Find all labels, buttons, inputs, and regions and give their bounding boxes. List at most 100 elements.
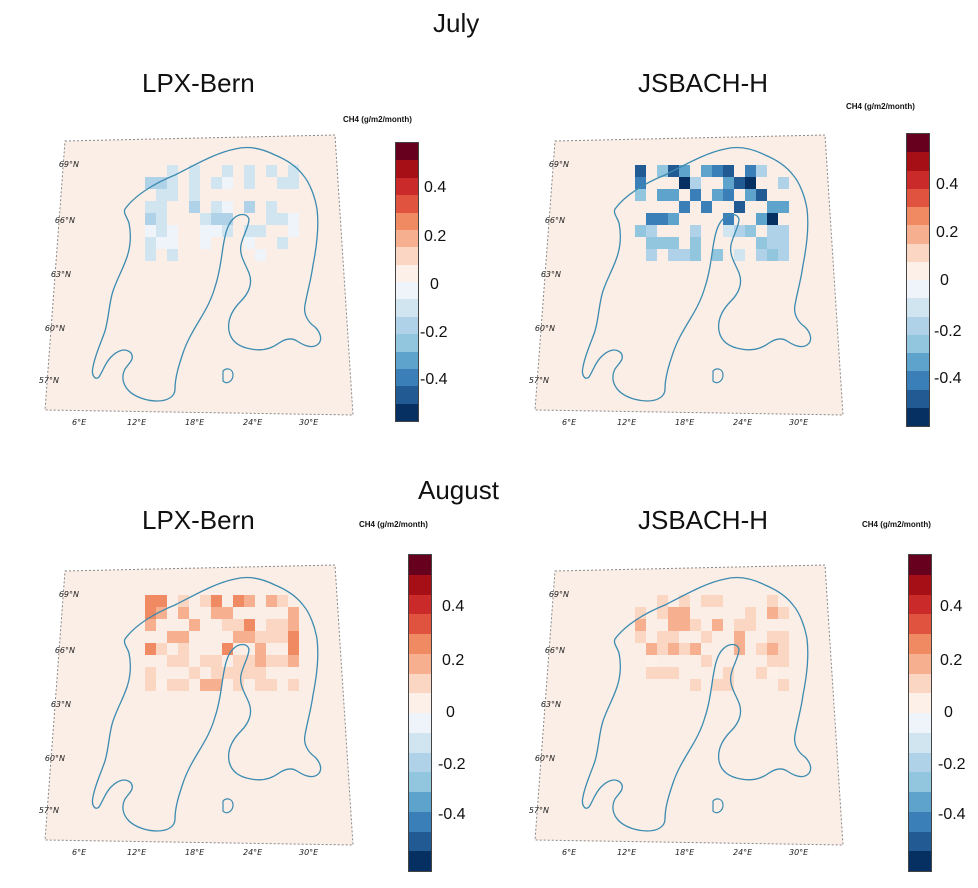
anomaly-cell	[657, 165, 668, 177]
anomaly-cell	[145, 595, 156, 607]
anomaly-cell	[778, 177, 789, 189]
anomaly-cell	[690, 249, 701, 261]
panel-title-july-lpx: LPX-Bern	[142, 68, 255, 98]
anomaly-cell	[189, 165, 200, 177]
anomaly-cell	[277, 631, 288, 643]
colorbar-segment	[907, 170, 929, 189]
anomaly-cell	[222, 607, 233, 619]
colorbar-segment	[409, 732, 431, 753]
colorbar-segment	[396, 368, 418, 387]
colorbar-segment	[409, 614, 431, 634]
latitude-label: 66°N	[55, 216, 75, 225]
anomaly-cell	[266, 213, 277, 225]
anomaly-cell	[756, 165, 767, 177]
colorbar-segment	[907, 371, 929, 390]
colorbar-segment	[396, 143, 418, 161]
anomaly-cell	[679, 177, 690, 189]
anomaly-cell	[723, 667, 734, 679]
anomaly-cell	[778, 655, 789, 667]
latitude-label: 63°N	[541, 700, 561, 709]
colorbar-segment	[409, 752, 431, 773]
anomaly-cell	[244, 667, 255, 679]
anomaly-cell	[255, 643, 266, 655]
latitude-label: 66°N	[55, 646, 75, 655]
anomaly-cell	[222, 643, 233, 655]
anomaly-cell	[255, 667, 266, 679]
anomaly-cell	[778, 643, 789, 655]
colorbar-segment	[396, 212, 418, 230]
anomaly-cell	[145, 679, 156, 691]
colorbar-units-august-jsbach: CH4 (g/m2/month)	[862, 520, 931, 529]
anomaly-cell	[767, 607, 778, 619]
anomaly-cell	[767, 249, 778, 261]
latitude-label: 63°N	[541, 270, 561, 279]
anomaly-cell	[646, 655, 657, 667]
anomaly-cell	[767, 655, 778, 667]
longitude-label: 6°E	[72, 418, 87, 427]
colorbar-segment	[907, 134, 929, 153]
map-august-jsbach: 69°N 66°N 63°N 60°N 57°N 6°E 12°E 18°E 24°E 30°E	[529, 564, 844, 857]
coastline	[91, 576, 322, 832]
anomaly-cell	[156, 643, 167, 655]
anomaly-cell	[635, 165, 646, 177]
tick-label: 0.4	[442, 598, 465, 615]
colorbar-segment	[409, 851, 431, 871]
colorbar-segment	[396, 229, 418, 248]
panel-title-july-jsbach: JSBACH-H	[638, 68, 769, 98]
coastline	[581, 576, 812, 832]
colorbar-july-jsbach	[906, 133, 930, 427]
anomaly-cell	[756, 189, 767, 201]
tick-label: -0.4	[420, 371, 448, 388]
anomaly-cell	[244, 225, 255, 237]
anomaly-cell	[189, 667, 200, 679]
colorbar-units-july-lpx: CH4 (g/m2/month)	[343, 115, 412, 124]
colorbar-segment	[396, 299, 418, 317]
latitude-label: 60°N	[535, 754, 555, 763]
anomaly-cell	[712, 189, 723, 201]
anomaly-cell	[145, 643, 156, 655]
anomaly-cell	[277, 595, 288, 607]
tick-label: -0.2	[934, 323, 962, 340]
map-july-lpx: 69°N 66°N 63°N 60°N 57°N 6°E 12°E 18°E 24°E 30°E	[39, 134, 354, 427]
colorbar-segment	[907, 407, 929, 426]
colorbar-segment	[396, 160, 418, 178]
anomaly-cell	[222, 667, 233, 679]
anomaly-cell	[244, 595, 255, 607]
colorbar-segment	[907, 316, 929, 335]
longitude-label: 18°E	[675, 848, 695, 857]
anomaly-cell	[646, 213, 657, 225]
colorbar-segment	[409, 693, 431, 713]
tick-label: 0.2	[442, 652, 465, 669]
anomaly-cell	[211, 177, 222, 189]
map-frame	[44, 564, 354, 846]
tick-label: 0	[944, 704, 953, 721]
colorbar-segment	[396, 195, 418, 213]
colorbar-segment	[396, 316, 418, 335]
anomaly-cell	[712, 679, 723, 691]
anomaly-cell	[778, 249, 789, 261]
anomaly-cell	[145, 237, 156, 249]
anomaly-cell	[723, 679, 734, 691]
longitude-label: 12°E	[127, 418, 147, 427]
anomaly-cell	[690, 225, 701, 237]
anomaly-cell	[156, 213, 167, 225]
latitude-label: 69°N	[549, 160, 569, 169]
latitude-label: 69°N	[59, 590, 79, 599]
anomaly-cell	[723, 177, 734, 189]
anomaly-cell	[178, 643, 189, 655]
colorbar-segment	[409, 574, 431, 595]
anomaly-cell	[145, 607, 156, 619]
anomaly-cell	[200, 225, 211, 237]
anomaly-cell	[156, 237, 167, 249]
anomaly-cell	[723, 165, 734, 177]
tick-label: 0	[446, 704, 455, 721]
longitude-label: 18°E	[675, 418, 695, 427]
anomaly-cell	[277, 213, 288, 225]
anomaly-cell	[211, 595, 222, 607]
anomaly-cell	[723, 225, 734, 237]
colorbar-segment	[409, 772, 431, 792]
anomaly-cell	[200, 237, 211, 249]
anomaly-cell	[657, 237, 668, 249]
anomaly-cell	[756, 667, 767, 679]
colorbar-segment	[907, 225, 929, 244]
